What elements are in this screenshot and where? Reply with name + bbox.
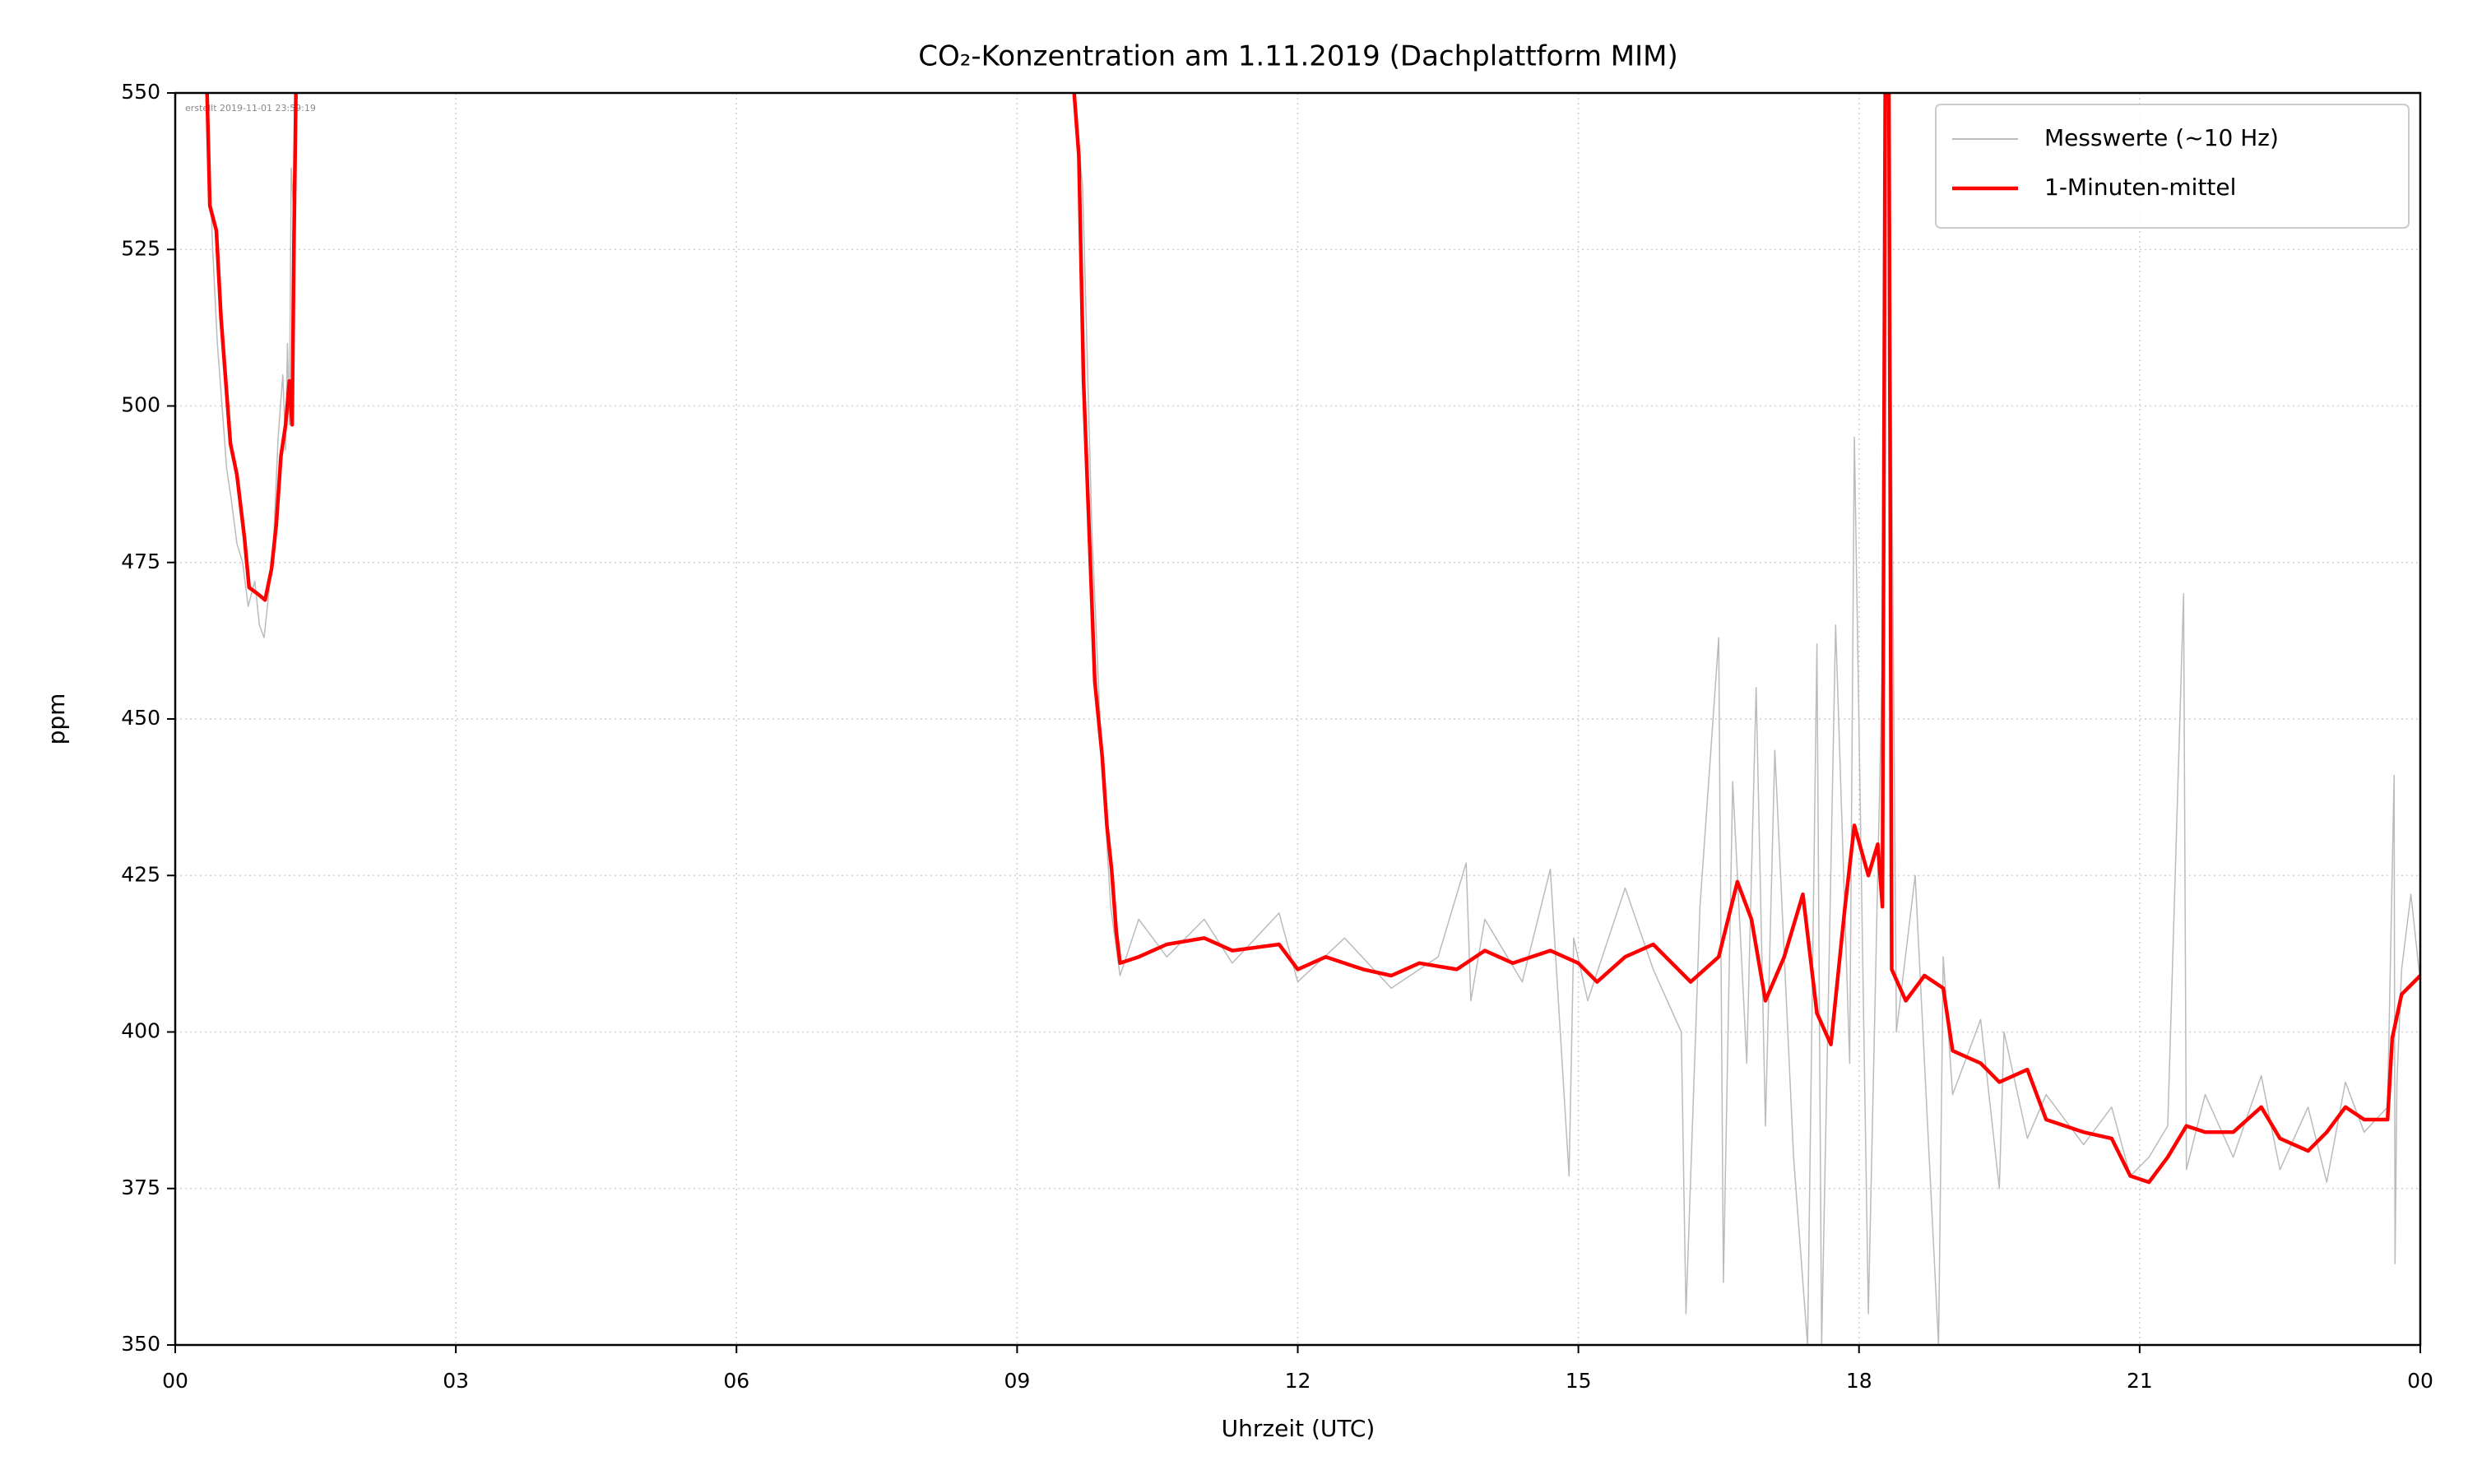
y-tick-label: 500 <box>121 393 160 417</box>
x-tick-label: 15 <box>1566 1369 1592 1393</box>
x-tick-label: 09 <box>1004 1369 1030 1393</box>
annotation: erstellt 2019-11-01 23:59:19 <box>185 103 316 114</box>
legend-label: Messwerte (~10 Hz) <box>2044 124 2279 151</box>
line-series <box>206 93 2420 1345</box>
plot-area <box>205 93 2420 1345</box>
x-axis-label: Uhrzeit (UTC) <box>1222 1415 1375 1442</box>
x-tick-label: 00 <box>2407 1369 2433 1393</box>
y-tick-label: 525 <box>121 236 160 260</box>
legend-box <box>1935 104 2410 229</box>
x-tick-label: 03 <box>443 1369 469 1393</box>
legend-label: 1-Minuten-mittel <box>2044 174 2236 201</box>
x-tick-label: 21 <box>2127 1369 2153 1393</box>
y-tick-label: 425 <box>121 862 160 886</box>
x-tick-label: 00 <box>162 1369 188 1393</box>
y-tick-label: 375 <box>121 1176 160 1199</box>
y-tick-label: 400 <box>121 1019 160 1043</box>
x-tick-label: 12 <box>1285 1369 1311 1393</box>
y-tick-label: 475 <box>121 550 160 573</box>
plot-frame <box>174 91 2422 1347</box>
y-tick-label: 350 <box>121 1332 160 1356</box>
chart-title: CO₂-Konzentration am 1.11.2019 (Dachplat… <box>918 40 1677 73</box>
line-series <box>205 93 2420 1185</box>
x-tick-label: 06 <box>723 1369 749 1393</box>
y-tick-label: 550 <box>121 80 160 104</box>
y-axis-label: ppm <box>43 693 70 745</box>
y-tick-label: 450 <box>121 706 160 730</box>
x-tick-label: 18 <box>1846 1369 1872 1393</box>
